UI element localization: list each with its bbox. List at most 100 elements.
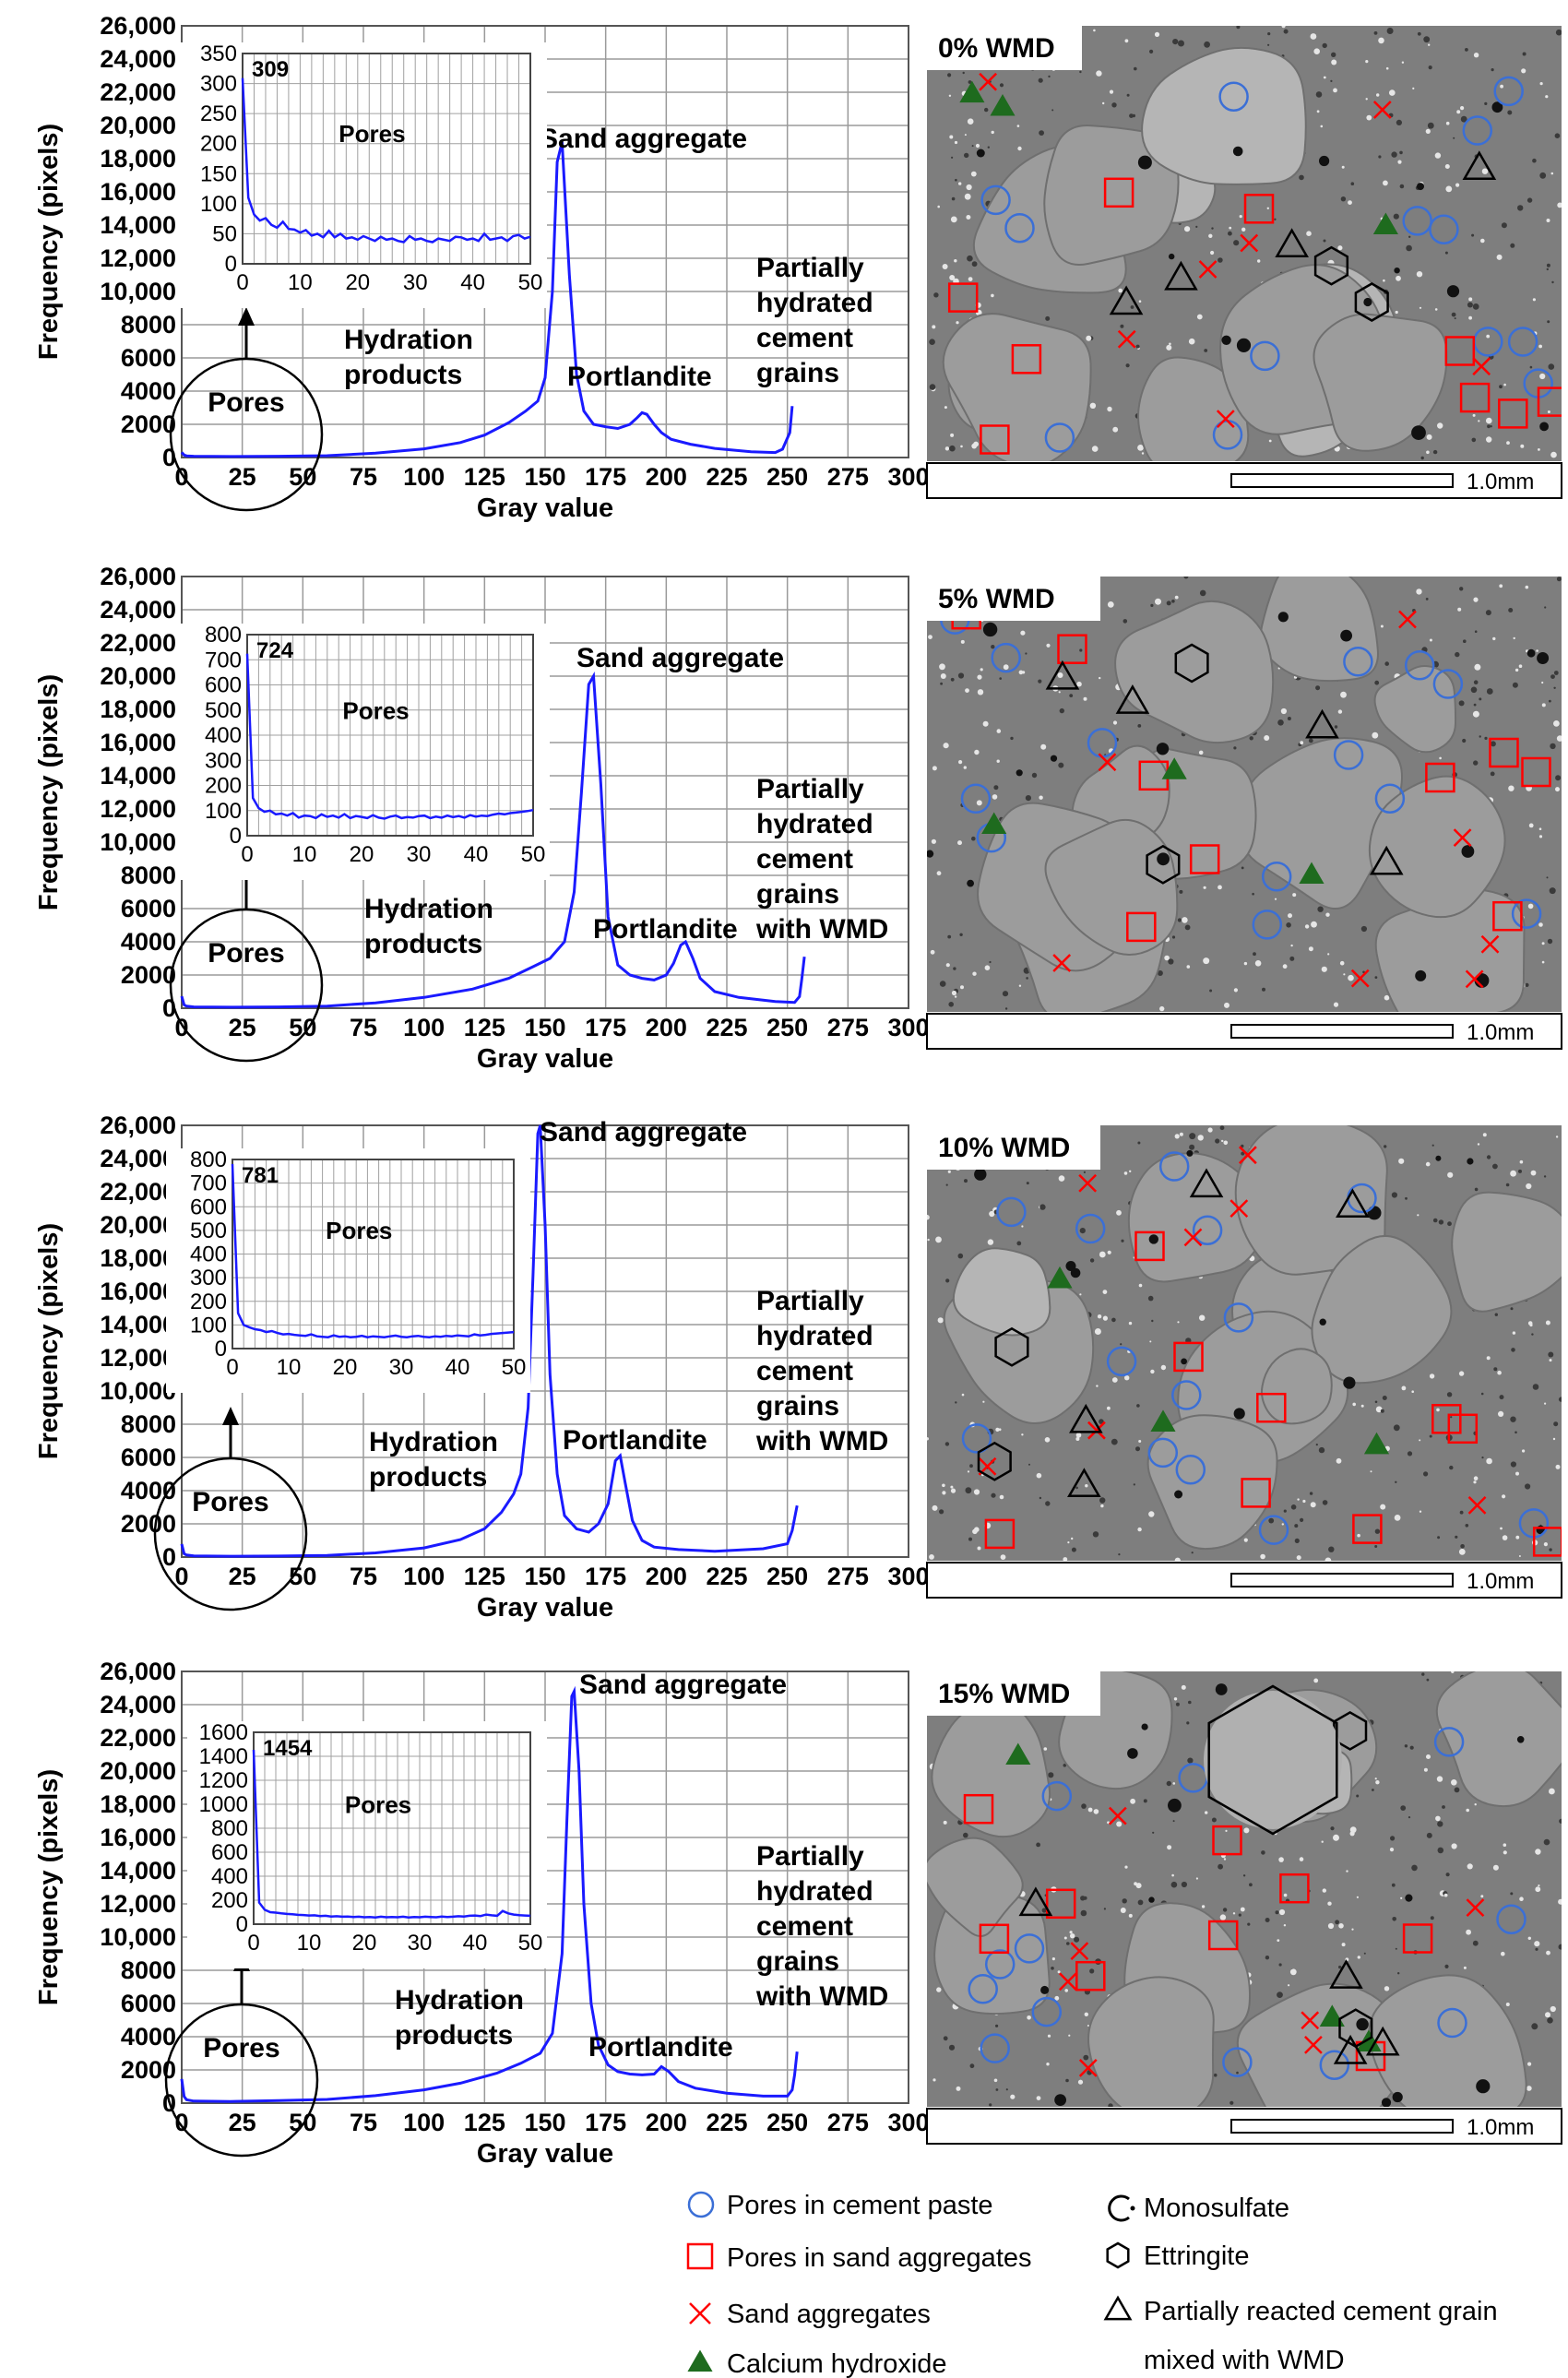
paste-speckle [1005,2088,1008,2091]
paste-speckle [1473,1480,1477,1484]
paste-speckle [1241,866,1244,870]
paste-speckle [951,990,957,996]
paste-speckle [1555,787,1560,792]
pores-in-cement-paste-marker [1507,327,1538,357]
paste-speckle [1426,1754,1431,1759]
y-tick-label: 24,000 [100,1691,176,1718]
y-axis-label: Frequency (pixels) [34,1769,64,2005]
paste-speckle [1124,1865,1128,1869]
histogram-series-line [180,1124,799,1558]
paste-speckle [1480,1392,1484,1396]
paste-speckle [1426,1678,1430,1682]
histogram-panel-1: 0200040006000800010,00012,00014,00016,00… [34,563,930,1074]
paste-speckle [1458,700,1465,707]
paste-speckle [1519,1159,1524,1164]
paste-speckle [1449,1465,1454,1470]
paste-speckle [1261,1850,1265,1855]
sem-micrograph-3: 15% WMD 1.0mm [926,1671,1562,2145]
paste-speckle [1322,42,1327,49]
paste-speckle [1112,720,1118,725]
paste-speckle [1374,1528,1381,1534]
paste-speckle [1096,1385,1099,1387]
sand-aggregate-marker [1198,260,1218,279]
paste-speckle [1103,1908,1106,1910]
paste-speckle [1539,82,1543,86]
x-axis-label: Gray value [477,493,613,523]
inset-x-tick-label: 50 [521,842,546,867]
label-background [927,26,1082,70]
scale-bar-strip: 1.0mm [926,1013,1562,1050]
pores-in-cement-paste-marker [1192,1215,1223,1245]
paste-speckle [1288,913,1292,919]
paste-speckle [1451,1779,1457,1786]
micrograph-label-box: 15% WMD [927,1671,1100,1716]
sand-grain [1137,356,1250,461]
inset-background [181,624,550,880]
paste-speckle [949,445,956,452]
y-tick-label: 26,000 [100,563,176,590]
paste-speckle [1257,259,1261,263]
paste-speckle [1535,1886,1541,1893]
paste-speckle [1458,1371,1465,1376]
pores-label: Pores [192,1487,268,1517]
paste-speckle [1550,172,1554,175]
paste-speckle [1408,1816,1411,1819]
paste-speckle [950,1485,954,1489]
paste-speckle [1051,109,1054,112]
pores-in-cement-paste-marker [1218,81,1249,112]
paste-speckle [1123,1171,1128,1175]
paste-speckle [971,261,978,268]
paste-speckle [1471,233,1475,237]
paste-speckle [1243,1827,1250,1834]
paste-speckle [1150,603,1154,608]
paste-speckle [1374,680,1380,685]
paste-speckle [984,965,991,970]
paste-speckle [1515,668,1519,672]
paste-speckle [1397,160,1402,164]
partially-hydrated-label: grains [756,358,839,388]
inset-y-tick-label: 600 [205,673,242,698]
paste-speckle [1331,52,1336,57]
paste-speckle [1045,1501,1051,1506]
pores-in-sand-marker [1425,762,1455,793]
paste-speckle [1451,1671,1455,1673]
y-tick-label: 22,000 [100,1178,176,1206]
paste-speckle [1380,624,1384,628]
paste-speckle [1141,452,1145,455]
paste-speckle [1026,977,1028,980]
paste-speckle [1274,898,1277,900]
pores-in-sand-marker [1447,1413,1479,1445]
pore-spot [1233,1408,1245,1420]
paste-speckle [959,933,963,936]
pore-spot [1435,1155,1442,1161]
partially-reacted-grain-marker [1462,150,1497,181]
paste-speckle [1552,1437,1556,1441]
paste-speckle [1501,1951,1505,1956]
pores-in-cement-paste-marker [1402,206,1432,236]
paste-speckle [1536,649,1538,652]
paste-speckle [1425,1161,1431,1167]
micrograph-label-box: 10% WMD [927,1125,1100,1170]
y-tick-label: 18,000 [100,145,176,172]
paste-speckle [1473,703,1477,707]
legend-monosulfate-symbol [1108,2194,1130,2222]
paste-speckle [1468,297,1473,302]
pore-spot [976,149,985,158]
paste-speckle [1039,1204,1046,1210]
paste-speckle [1549,1788,1555,1795]
paste-speckle [1412,87,1415,89]
x-tick-label: 250 [766,2109,808,2136]
paste-speckle [1089,1258,1095,1263]
paste-speckle [1304,924,1310,929]
paste-speckle [1538,448,1540,451]
paste-speckle [1384,1986,1390,1992]
paste-speckle [1398,1158,1405,1164]
paste-speckle [1166,1780,1172,1787]
y-tick-label: 6000 [121,344,176,372]
paste-speckle [1382,1396,1387,1400]
paste-speckle [1003,664,1009,671]
paste-speckle [1299,174,1304,181]
paste-speckle [1486,1356,1491,1361]
inset-pores-label: Pores [339,120,405,148]
